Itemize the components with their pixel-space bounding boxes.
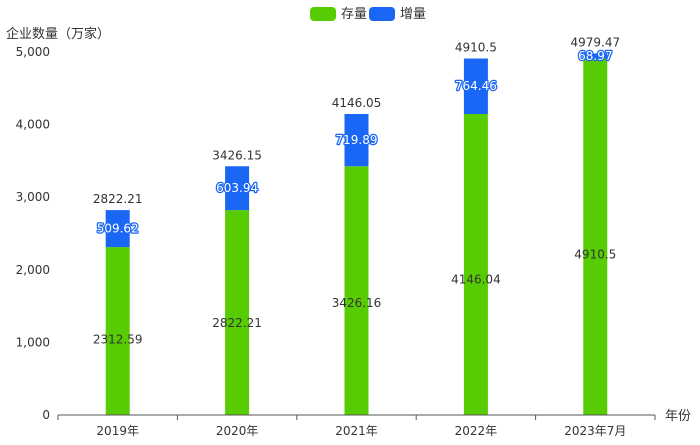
y-axis-title: 企业数量（万家） <box>6 26 110 42</box>
bar-stock <box>344 166 369 415</box>
data-label-stock: 2822.21 <box>212 316 262 330</box>
data-label-total: 4979.47 <box>570 35 620 49</box>
y-tick-label: 5,000 <box>16 45 50 59</box>
data-label-total: 2822.21 <box>93 192 143 206</box>
legend-swatch-stock <box>310 7 336 21</box>
bar-increment <box>583 53 608 59</box>
bar-increment <box>105 210 130 248</box>
bar-stock <box>583 58 608 415</box>
y-tick-label: 4,000 <box>16 118 50 132</box>
y-tick-label: 1,000 <box>16 335 50 349</box>
legend: 存量 增量 <box>310 7 426 22</box>
data-label-stock: 4146.04 <box>451 273 501 287</box>
data-label-stock: 3426.16 <box>332 296 382 310</box>
x-tick-label: 2023年7月 <box>564 424 626 438</box>
bar-increment <box>463 58 488 114</box>
legend-label-stock: 存量 <box>341 7 367 22</box>
data-label-total: 3426.15 <box>212 148 262 162</box>
y-tick-label: 2,000 <box>16 263 50 277</box>
bar-increment <box>344 113 369 167</box>
legend-swatch-increment <box>369 7 395 21</box>
data-label-stock: 4910.5 <box>574 248 616 262</box>
x-tick-label: 2022年 <box>455 424 498 438</box>
bar-stock <box>463 113 488 415</box>
x-axis-title: 年份 <box>665 409 691 424</box>
legend-label-increment: 增量 <box>400 7 426 22</box>
data-label-increment: 68.97 <box>578 49 612 63</box>
y-axis-ticks: 0 1,000 2,000 3,000 4,000 5,000 <box>16 45 50 422</box>
y-tick-label: 3,000 <box>16 190 50 204</box>
x-tick-label: 2019年 <box>96 424 139 438</box>
data-label-increment: 509.62 <box>97 222 139 236</box>
data-label-increment: 719.89 <box>336 133 378 147</box>
data-label-increment: 603.94 <box>216 181 258 195</box>
bar-increment <box>225 166 250 211</box>
x-axis: 2019年 2020年 2021年 2022年 2023年7月 <box>57 414 656 438</box>
data-label-total: 4910.5 <box>455 40 497 54</box>
data-label-increment: 764.46 <box>455 79 497 93</box>
bar-stock <box>105 247 130 415</box>
y-tick-label: 0 <box>42 408 50 422</box>
x-tick-label: 2021年 <box>335 424 378 438</box>
data-label-total: 4146.05 <box>332 96 382 110</box>
x-tick-label: 2020年 <box>216 424 259 438</box>
data-label-stock: 2312.59 <box>93 332 143 346</box>
bars: 2312.59 509.62 2822.21 2822.21 603.94 3426.15… <box>93 35 620 415</box>
bar-stock <box>225 210 250 415</box>
